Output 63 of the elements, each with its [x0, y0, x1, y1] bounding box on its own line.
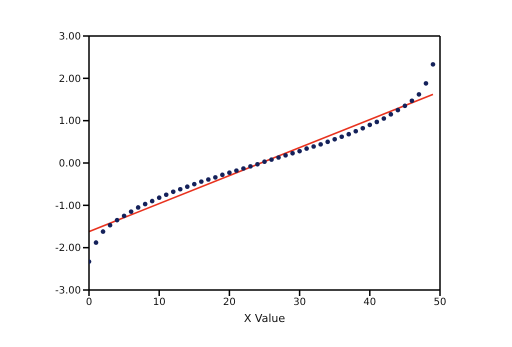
x-axis-title: X Value: [244, 312, 286, 325]
point: [234, 168, 239, 173]
point: [339, 134, 344, 140]
point: [192, 182, 197, 186]
point: [276, 155, 281, 160]
y-tick-label: 0.00: [58, 158, 81, 170]
point: [424, 81, 428, 86]
point: [374, 120, 380, 124]
y-tick-label: -2.00: [55, 243, 81, 254]
y-tick-label: 3.00: [58, 32, 81, 43]
point: [360, 126, 366, 131]
point: [128, 209, 134, 214]
y-tick-label: 1.00: [58, 116, 81, 128]
point: [353, 128, 358, 134]
x-tick-label: 20: [223, 297, 236, 308]
point: [184, 184, 190, 190]
point: [346, 132, 352, 137]
point: [108, 222, 112, 228]
x-tick-label: 10: [152, 297, 166, 308]
point: [255, 162, 260, 167]
point: [122, 214, 126, 218]
point: [368, 122, 372, 128]
point: [290, 150, 295, 156]
point: [94, 240, 98, 245]
point: [178, 186, 183, 192]
point: [220, 172, 225, 178]
point: [416, 92, 422, 97]
point: [136, 205, 140, 210]
point: [269, 157, 274, 162]
point: [156, 195, 162, 200]
x-tick-label: 50: [434, 297, 446, 308]
point: [206, 177, 211, 182]
point: [382, 116, 386, 121]
point: [430, 62, 436, 67]
point: [241, 166, 246, 171]
y-tick-label: 2.00: [58, 74, 81, 85]
point: [304, 146, 309, 151]
point: [388, 112, 394, 117]
point: [170, 189, 176, 194]
point: [283, 153, 288, 158]
point: [100, 229, 106, 234]
point: [150, 198, 154, 204]
point: [227, 170, 232, 176]
point: [248, 164, 253, 169]
point: [199, 179, 204, 184]
point: [114, 218, 120, 222]
point: [262, 159, 267, 164]
point: [402, 104, 408, 108]
point: [164, 192, 169, 198]
x-tick-label: 30: [293, 297, 306, 308]
point: [142, 202, 148, 206]
y-tick-label: -1.00: [55, 200, 81, 212]
point: [297, 148, 302, 154]
x-tick-label: 0: [86, 297, 92, 308]
x-tick-label: 40: [363, 297, 376, 308]
point: [318, 142, 323, 147]
point: [213, 175, 218, 180]
point: [311, 144, 316, 149]
point: [410, 98, 414, 104]
point: [325, 140, 330, 144]
point: [396, 108, 400, 112]
point: [332, 136, 337, 142]
y-tick-label: -3.00: [55, 286, 81, 297]
